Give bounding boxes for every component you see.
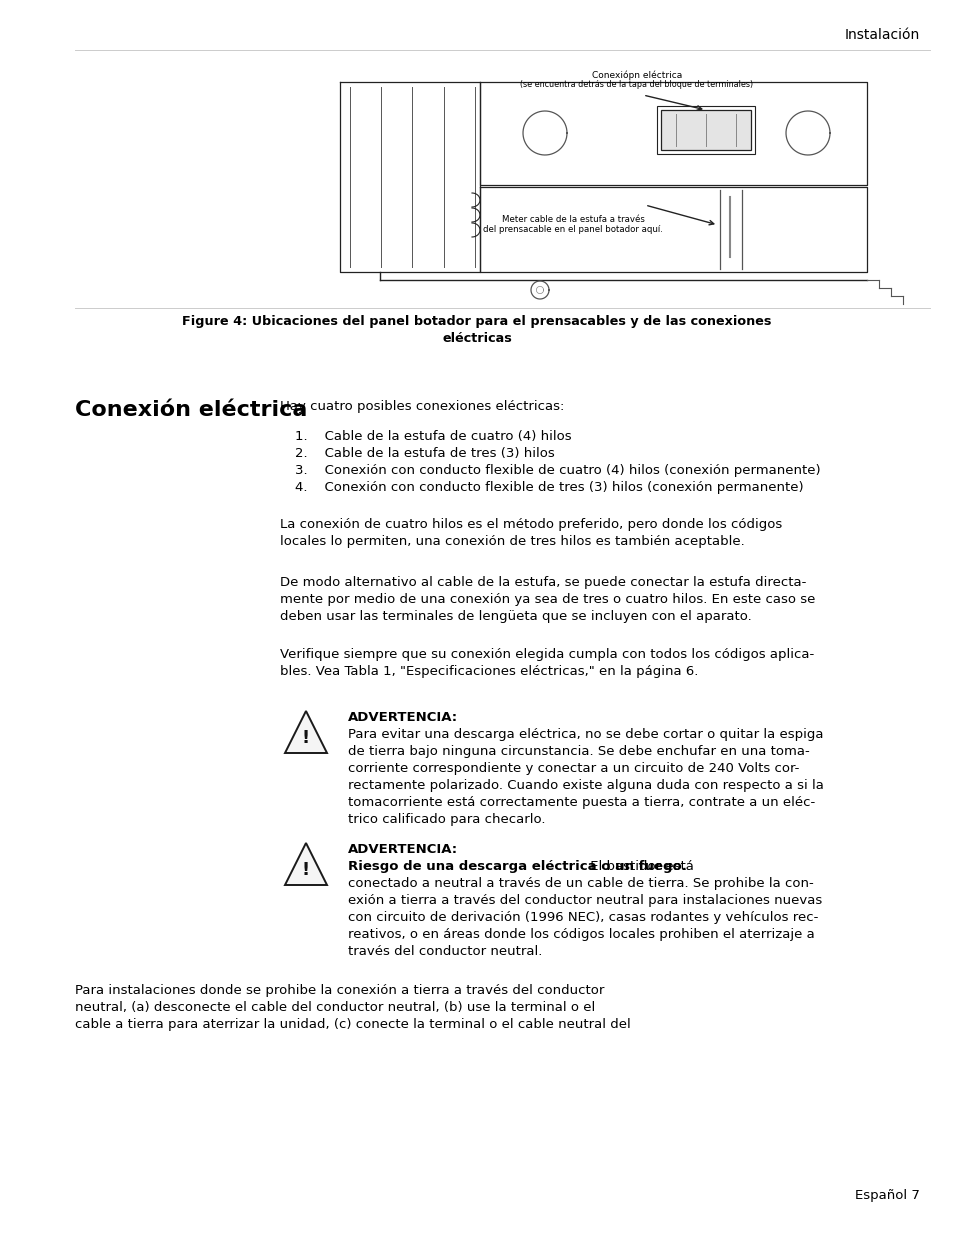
Text: con circuito de derivación (1996 NEC), casas rodantes y vehículos rec-: con circuito de derivación (1996 NEC), c…: [348, 911, 818, 924]
Text: Figure 4: Ubicaciones del panel botador para el prensacables y de las conexiones: Figure 4: Ubicaciones del panel botador …: [182, 315, 771, 329]
Text: ADVERTENCIA:: ADVERTENCIA:: [348, 844, 457, 856]
Text: Conexiópn eléctrica: Conexiópn eléctrica: [591, 70, 681, 79]
Text: 4.    Conexión con conducto flexible de tres (3) hilos (conexión permanente): 4. Conexión con conducto flexible de tre…: [294, 480, 802, 494]
Text: través del conductor neutral.: través del conductor neutral.: [348, 945, 542, 958]
Text: del prensacable en el panel botador aquí.: del prensacable en el panel botador aquí…: [482, 225, 662, 233]
Text: Conexión eléctrica: Conexión eléctrica: [75, 400, 307, 420]
Text: Español 7: Español 7: [854, 1189, 919, 1202]
Text: (se encuentra detrás de la tapa del bloque de terminales): (se encuentra detrás de la tapa del bloq…: [520, 80, 753, 89]
Text: 3.    Conexión con conducto flexible de cuatro (4) hilos (conexión permanente): 3. Conexión con conducto flexible de cua…: [294, 464, 820, 477]
Text: El bastidor está: El bastidor está: [585, 860, 693, 873]
Text: De modo alternativo al cable de la estufa, se puede conectar la estufa directa-
: De modo alternativo al cable de la estuf…: [280, 576, 815, 622]
Text: 1.    Cable de la estufa de cuatro (4) hilos: 1. Cable de la estufa de cuatro (4) hilo…: [294, 430, 571, 443]
Text: Instalación: Instalación: [843, 28, 919, 42]
Text: !: !: [301, 861, 310, 879]
Text: Verifique siempre que su conexión elegida cumpla con todos los códigos aplica-
b: Verifique siempre que su conexión elegid…: [280, 648, 814, 678]
Text: La conexión de cuatro hilos es el método preferido, pero donde los códigos
local: La conexión de cuatro hilos es el método…: [280, 517, 781, 548]
Polygon shape: [285, 844, 327, 885]
Text: Riesgo de una descarga eléctrica o un fuego.: Riesgo de una descarga eléctrica o un fu…: [348, 860, 686, 873]
Bar: [660, 110, 750, 149]
Text: Para evitar una descarga eléctrica, no se debe cortar o quitar la espiga
de tier: Para evitar una descarga eléctrica, no s…: [348, 727, 823, 826]
Text: eléctricas: eléctricas: [441, 332, 512, 345]
Text: exión a tierra a través del conductor neutral para instalaciones nuevas: exión a tierra a través del conductor ne…: [348, 894, 821, 906]
Polygon shape: [285, 711, 327, 753]
Text: ADVERTENCIA:: ADVERTENCIA:: [348, 711, 457, 724]
Text: Para instalaciones donde se prohibe la conexión a tierra a través del conductor
: Para instalaciones donde se prohibe la c…: [75, 984, 630, 1031]
Text: reativos, o en áreas donde los códigos locales prohiben el aterrizaje a: reativos, o en áreas donde los códigos l…: [348, 927, 814, 941]
Text: Meter cable de la estufa a través: Meter cable de la estufa a través: [501, 215, 644, 224]
Text: !: !: [301, 730, 310, 747]
Text: 2.    Cable de la estufa de tres (3) hilos: 2. Cable de la estufa de tres (3) hilos: [294, 447, 554, 459]
Text: conectado a neutral a través de un cable de tierra. Se prohibe la con-: conectado a neutral a través de un cable…: [348, 877, 813, 890]
Bar: [657, 106, 754, 154]
Text: Hay cuatro posibles conexiones eléctricas:: Hay cuatro posibles conexiones eléctrica…: [280, 400, 564, 412]
